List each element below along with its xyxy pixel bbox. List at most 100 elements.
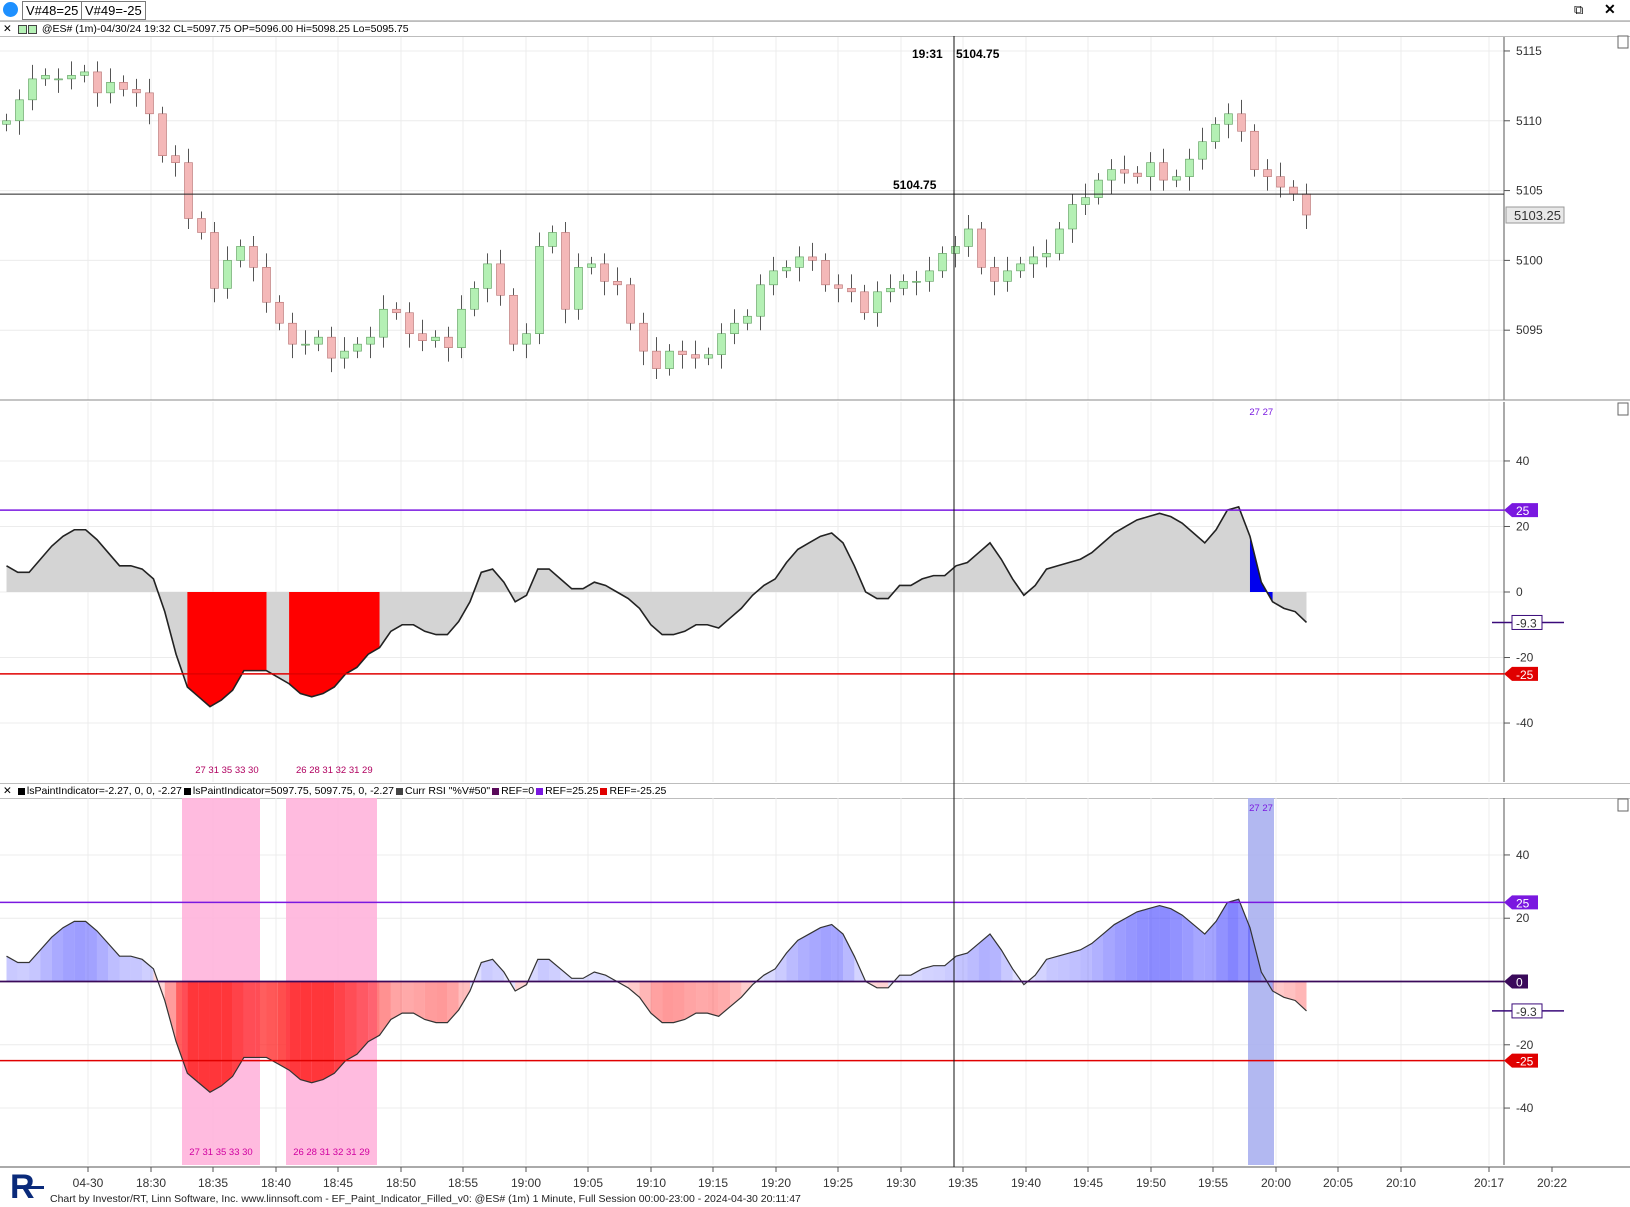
candle-down	[821, 260, 830, 286]
heat-paint-pane: 40 20 0 -20 -40 27 31 35 33 30 26 28 31 32 31 …	[0, 798, 1629, 1165]
heat-slice	[164, 981, 177, 1042]
close-window-icon[interactable]: ✕	[1604, 1, 1616, 17]
candle-down	[652, 350, 661, 369]
reference-badge	[1504, 666, 1538, 681]
candle-down	[288, 322, 297, 345]
candle-up	[15, 99, 24, 122]
candle-down	[1302, 193, 1311, 216]
heat-slice	[515, 981, 527, 991]
heat-slice	[729, 981, 742, 1007]
app-logo-icon[interactable]	[3, 2, 18, 17]
legend-swatch	[396, 787, 403, 795]
heat-slice	[356, 981, 369, 1055]
candle-up	[743, 315, 752, 324]
heat-slice	[458, 981, 470, 1010]
indicator-pane-header: ✕ lsPaintIndicator=-2.27, 0, 0, -2.27 lsP…	[0, 783, 1630, 799]
pane-options-icon	[1617, 402, 1629, 416]
x-axis-tick-label: 20:00	[1261, 1176, 1291, 1190]
candle-down	[1250, 130, 1259, 170]
heat-slice	[243, 981, 256, 1058]
heat-slice	[763, 968, 776, 982]
legend-swatch	[492, 787, 500, 795]
reference-badge	[1504, 895, 1538, 910]
heat-slice	[198, 981, 210, 1093]
candle-down	[639, 322, 648, 352]
candle-up	[574, 267, 583, 310]
candle-up	[366, 336, 375, 345]
heat-slice	[289, 981, 301, 1080]
price-pane: 5115 5110 5105 5100 5095 5104.75 19:31 5104.75 5…	[0, 35, 1630, 401]
heat-slice	[311, 981, 324, 1083]
heat-slice	[1238, 899, 1250, 982]
candle-down	[1120, 169, 1129, 174]
candle-up	[665, 350, 674, 369]
x-axis-tick-label: 19:05	[573, 1176, 603, 1190]
candle-down	[262, 267, 271, 303]
rsi-pane: 40 20 0 -20 -40 27 31 35 33 30 26 28 31 32 31 …	[0, 402, 1629, 782]
candle-up	[236, 246, 245, 261]
heat-slice	[1148, 905, 1160, 982]
last-value-box	[1511, 614, 1543, 630]
candle-up	[964, 228, 973, 247]
y-axis-tick-label: -40	[1516, 1101, 1534, 1115]
current-price-label: 5103.25	[1514, 208, 1561, 223]
pane-close-icon[interactable]: ✕	[3, 23, 12, 35]
heat-slice	[436, 981, 448, 1023]
current-price-box	[1505, 206, 1565, 224]
crosshair-price-label: 5104.75	[893, 178, 937, 192]
candle-down	[275, 301, 284, 324]
pane-close-icon-2[interactable]: ✕	[3, 785, 12, 797]
paint-region	[289, 592, 380, 697]
candle-up	[899, 281, 908, 289]
x-axis-tick-label: 19:15	[698, 1176, 728, 1190]
heat-slice	[797, 934, 810, 982]
candle-down	[418, 333, 427, 341]
candle-up	[379, 308, 388, 338]
candle-down	[834, 284, 843, 289]
heat-slice	[560, 968, 572, 982]
candle-up	[1198, 141, 1207, 160]
heat-slice	[1080, 943, 1092, 982]
candle-down	[600, 263, 609, 282]
candle-up	[340, 350, 349, 359]
linn-logo-icon: R	[8, 1166, 44, 1206]
heat-slice	[775, 953, 787, 982]
heat-slice	[910, 968, 923, 982]
x-axis-tick-label: 19:55	[1198, 1176, 1228, 1190]
heat-slice	[1035, 959, 1047, 982]
crosshair-price-label-top: 5104.75	[956, 47, 1000, 61]
candle-down	[561, 232, 570, 310]
crosshair-time-label: 19:31	[912, 47, 943, 61]
legend-item: Curr RSI "%V#50"	[405, 785, 491, 797]
time-axis: 04-30 18:30 18:35 18:40 18:45 18:50 18:55 19:00…	[0, 1166, 1630, 1190]
heat-slice	[323, 981, 335, 1080]
heat-slice	[1272, 981, 1284, 998]
heat-slice	[17, 962, 30, 982]
candle-down	[132, 89, 141, 94]
heat-slice	[989, 934, 1002, 982]
heat-slice	[978, 934, 990, 982]
candle-down	[1237, 113, 1246, 132]
x-axis-tick-label: 18:50	[386, 1176, 416, 1190]
candle-down	[860, 291, 869, 314]
candle-up	[483, 263, 492, 289]
candle-down	[990, 267, 999, 282]
candle-down	[93, 71, 102, 94]
y-axis-tick-label: 5095	[1516, 323, 1543, 337]
candle-down	[1159, 162, 1168, 181]
restore-window-icon[interactable]: ⧉	[1574, 2, 1584, 17]
heat-slice	[74, 921, 86, 982]
heat-slice	[379, 981, 391, 1036]
heat-slice	[368, 981, 380, 1042]
heat-slice	[255, 981, 267, 1058]
heat-slice	[639, 981, 651, 1014]
heat-slice	[1069, 949, 1081, 982]
y-axis-tick-label: -40	[1516, 716, 1534, 730]
x-axis-tick-label: 20:17	[1474, 1176, 1504, 1190]
x-axis-tick-label: 18:45	[323, 1176, 353, 1190]
heat-slice	[843, 934, 855, 982]
candle-up	[704, 354, 713, 359]
heat-slice	[1295, 981, 1307, 1011]
legend-swatch	[600, 787, 608, 795]
